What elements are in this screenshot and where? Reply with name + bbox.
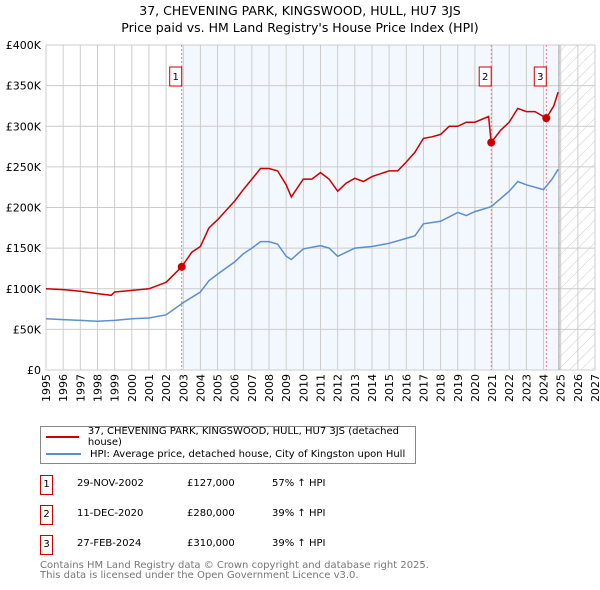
x-tick-label: 1998 [91, 374, 104, 402]
x-tick-label: 2001 [143, 374, 156, 402]
sale-label: 2 [482, 72, 488, 83]
legend-label-property: 37, CHEVENING PARK, KINGSWOOD, HULL, HU7… [87, 426, 399, 448]
red-line-swatch [46, 436, 79, 438]
sale-label: 1 [173, 72, 179, 83]
y-tick-label: £50K [13, 323, 42, 336]
x-tick-label: 2023 [520, 374, 533, 402]
sale-hpi-diff: 57% ↑ HPI [272, 478, 326, 489]
legend-item-hpi: HPI: Average price, detached house, City… [46, 447, 405, 461]
footer-copyright: Contains HM Land Registry data © Crown c… [40, 560, 429, 571]
sale-hpi-diff: 39% ↑ HPI [272, 538, 326, 549]
legend: 37, CHEVENING PARK, KINGSWOOD, HULL, HU7… [40, 426, 416, 464]
x-tick-label: 2011 [315, 374, 328, 402]
sale-number-badge: 1 [40, 475, 53, 495]
x-tick-label: 1995 [40, 374, 53, 402]
sale-price: £280,000 [187, 508, 235, 519]
sale-number-badge: 2 [40, 505, 53, 525]
y-tick-label: £0 [27, 364, 41, 377]
footer: Contains HM Land Registry data © Crown c… [40, 561, 429, 581]
sale-date: 27-FEB-2024 [77, 538, 142, 549]
sale-label-box [533, 66, 547, 87]
x-tick-label: 2022 [503, 374, 516, 402]
legend-item-property: 37, CHEVENING PARK, KINGSWOOD, HULL, HU7… [46, 426, 415, 448]
x-tick-label: 2017 [417, 374, 430, 402]
sale-date: 29-NOV-2002 [77, 478, 144, 489]
x-tick-label: 2027 [589, 374, 600, 402]
x-tick-label: 2025 [555, 374, 568, 402]
line-chart: 1995 1996 1997 1998 1999 2000 2001 2002 2003 2004… [6, 39, 600, 402]
y-tick-label: £100K [6, 283, 42, 296]
x-tick-label: 2008 [263, 374, 276, 402]
x-tick-label: 2020 [469, 374, 482, 402]
x-tick-label: 2016 [400, 374, 413, 402]
sale-hpi-diff: 39% ↑ HPI [272, 508, 326, 519]
x-tick-label: 1996 [57, 374, 70, 402]
x-tick-label: 2021 [486, 374, 499, 402]
x-tick-label: 2009 [280, 374, 293, 402]
y-tick-label: £400K [6, 39, 42, 52]
x-tick-label: 1999 [109, 374, 122, 402]
sale-point [487, 138, 496, 147]
sale-price: £127,000 [187, 478, 235, 489]
chart-title: 37, CHEVENING PARK, KINGSWOOD, HULL, HU7… [139, 3, 461, 18]
y-tick-label: £150K [6, 242, 42, 255]
footer-licence: This data is licensed under the Open Gov… [40, 570, 359, 581]
sale-price: £310,000 [187, 538, 235, 549]
x-tick-label: 2024 [538, 374, 551, 402]
chart-subtitle: Price paid vs. HM Land Registry's House … [121, 20, 479, 35]
x-tick-label: 2006 [229, 374, 242, 402]
y-tick-label: £250K [6, 161, 42, 174]
x-tick-label: 2005 [212, 374, 225, 402]
sale-date: 11-DEC-2020 [77, 508, 144, 519]
x-tick-label: 2013 [349, 374, 362, 402]
x-tick-label: 2000 [126, 374, 139, 402]
sale-label-box [478, 66, 492, 87]
blue-line-swatch [46, 453, 81, 455]
x-tick-label: 2010 [297, 374, 310, 402]
x-tick-label: 2004 [194, 374, 207, 402]
series-line [45, 91, 559, 297]
legend-label-hpi: HPI: Average price, detached house, City… [90, 448, 406, 460]
y-tick-label: £350K [6, 80, 42, 93]
sale-number-badge: 3 [40, 535, 53, 555]
x-tick-label: 2003 [177, 374, 190, 402]
x-tick-label: 2019 [452, 374, 465, 402]
sale-point [177, 262, 186, 271]
x-tick-label: 2012 [332, 374, 345, 402]
sale-label: 3 [537, 72, 543, 83]
x-tick-label: 2014 [366, 374, 379, 402]
y-tick-label: £200K [6, 202, 42, 215]
x-tick-label: 1997 [74, 374, 87, 402]
sale-label-box [169, 66, 183, 87]
series-line [45, 168, 559, 323]
y-tick-label: £300K [6, 120, 42, 133]
sale-point [542, 114, 551, 123]
x-tick-label: 2018 [435, 374, 448, 402]
x-tick-label: 2026 [572, 374, 585, 402]
x-tick-label: 2002 [160, 374, 173, 402]
x-tick-label: 2015 [383, 374, 396, 402]
x-tick-label: 2007 [246, 374, 259, 402]
